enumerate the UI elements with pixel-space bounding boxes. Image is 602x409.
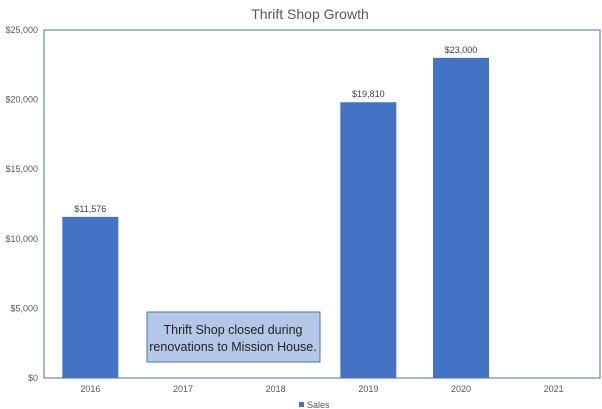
x-tick-label-2020: 2020 xyxy=(451,384,471,394)
bar-2016 xyxy=(62,216,119,378)
y-tick-label: $15,000 xyxy=(5,164,38,174)
y-tick-label: $10,000 xyxy=(5,234,38,244)
y-axis-tick-labels: $0 $5,000 $10,000 $15,000 $20,000 $25,000 xyxy=(5,25,38,383)
legend-label-sales: Sales xyxy=(307,400,330,409)
y-tick-label: $5,000 xyxy=(10,303,38,313)
x-tick-label-2019: 2019 xyxy=(358,384,378,394)
x-axis-tick-labels: 2016 2017 2018 2019 2020 2021 xyxy=(80,384,563,394)
plot-area-border xyxy=(43,29,601,379)
annotation-line-1: Thrift Shop closed during xyxy=(164,323,303,337)
chart-title: Thrift Shop Growth xyxy=(251,6,369,22)
y-tick-label: $20,000 xyxy=(5,95,38,105)
y-tick-label: $25,000 xyxy=(5,25,38,35)
data-label-2016: $11,576 xyxy=(74,204,106,214)
x-tick-label-2021: 2021 xyxy=(544,384,564,394)
annotation-rect xyxy=(146,311,321,363)
x-tick-label-2018: 2018 xyxy=(266,384,286,394)
legend-swatch-sales xyxy=(299,402,304,407)
bars: $11,576 $19,810 $23,000 xyxy=(62,45,489,379)
annotation-box: Thrift Shop closed during renovations to… xyxy=(146,311,321,363)
annotation-line-2: renovations to Mission House. xyxy=(149,340,316,354)
data-label-2019: $19,810 xyxy=(352,89,385,99)
bar-2020 xyxy=(433,57,489,379)
data-label-2020: $23,000 xyxy=(445,45,478,55)
bar-2019 xyxy=(340,102,397,378)
x-tick-label-2016: 2016 xyxy=(80,384,100,394)
y-tick-label: $0 xyxy=(28,373,38,383)
x-tick-label-2017: 2017 xyxy=(173,384,193,394)
legend: Sales xyxy=(299,400,330,409)
